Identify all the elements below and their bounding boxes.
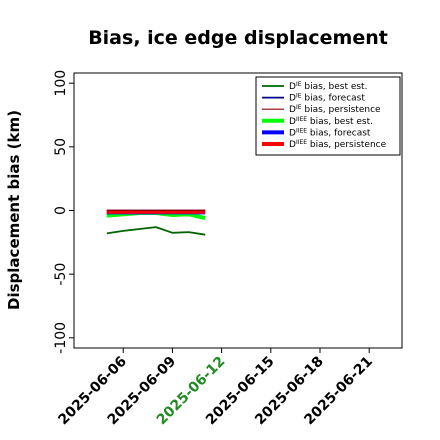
legend-entry: DIIEE bias, forecast (289, 127, 371, 138)
legend-entry: DIE bias, forecast (289, 93, 365, 104)
y-tick-label: 100 (53, 70, 69, 97)
y-tick-label: 50 (53, 138, 69, 156)
chart-title: Bias, ice edge displacement (88, 27, 388, 49)
series-line-1 (106, 226, 206, 236)
legend-entry: DIIEE bias, best est. (289, 116, 373, 127)
y-tick-label: -50 (53, 263, 69, 286)
y-tick-label: 0 (53, 206, 69, 215)
legend-entry: DIE bias, persistence (289, 104, 381, 115)
y-axis-label: Displacement bias (km) (5, 110, 23, 310)
legend-entry: DIIEE bias, persistence (289, 139, 387, 150)
legend-entry: DIE bias, best est. (289, 81, 367, 92)
legend: DIE bias, best est.DIE bias, forecastDIE… (255, 76, 401, 156)
y-tick-label: -100 (53, 322, 69, 354)
series-layer (106, 209, 206, 236)
